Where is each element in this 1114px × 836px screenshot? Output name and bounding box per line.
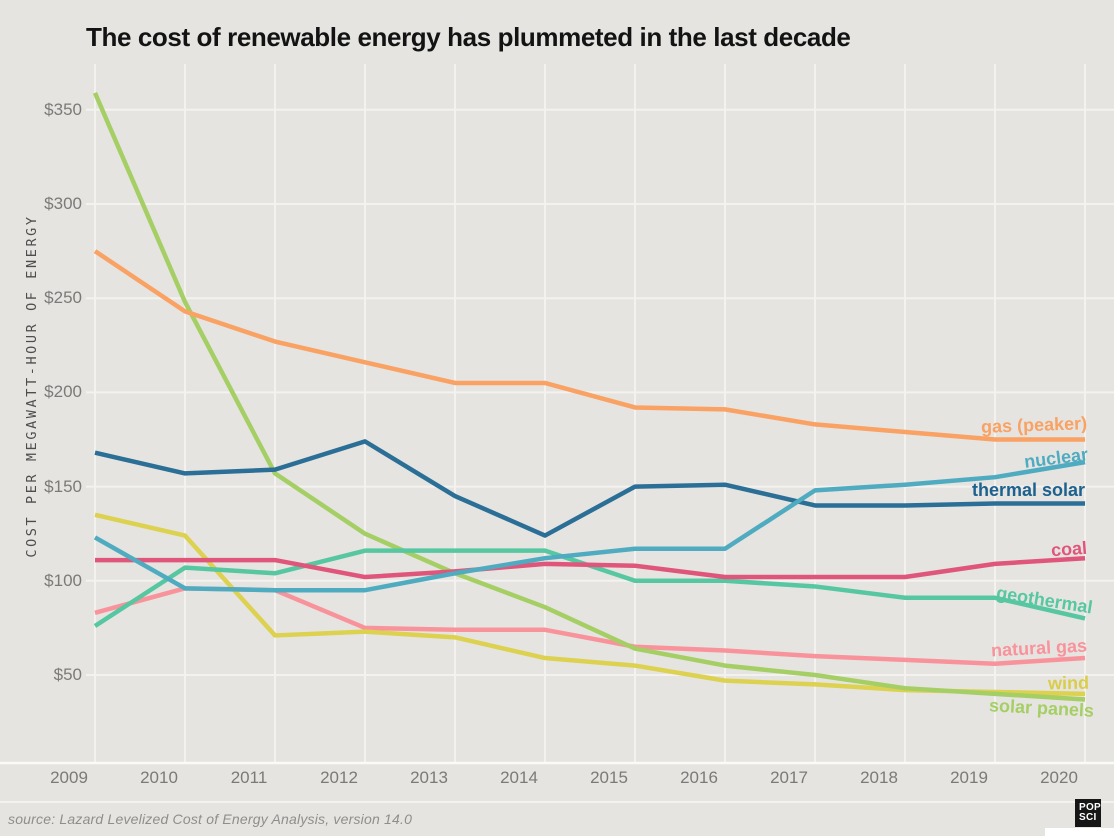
x-tick-label: 2016 [680, 768, 718, 787]
line-series-thermal-solar [94, 439, 1085, 538]
x-tick-label: 2017 [770, 768, 808, 787]
x-tick-label: 2019 [950, 768, 988, 787]
x-tick-label: 2014 [500, 768, 538, 787]
series-label-thermal-solar: thermal solar [971, 480, 1085, 500]
y-tick-label: $50 [53, 665, 82, 684]
footer-divider [0, 801, 1114, 803]
line-series-wind [94, 512, 1086, 697]
series-label-coal: coal [1050, 537, 1088, 561]
x-tick-label: 2009 [50, 768, 88, 787]
x-tick-label: 2010 [140, 768, 178, 787]
line-series-gas-peaker [93, 249, 1085, 442]
popsci-logo-line2: SCI [1079, 812, 1097, 823]
x-tick-label: 2013 [410, 768, 448, 787]
series-label-wind: wind [1047, 672, 1090, 694]
series-label-gas-peaker: gas (peaker) [980, 413, 1088, 437]
page-title: The cost of renewable energy has plummet… [86, 22, 851, 52]
x-tick-label: 2018 [860, 768, 898, 787]
popsci-logo-line1: POP [1079, 802, 1102, 813]
x-tick-label: 2015 [590, 768, 628, 787]
line-series-nuclear [93, 459, 1086, 593]
x-tick-label: 2020 [1040, 768, 1078, 787]
y-tick-label: $200 [44, 382, 82, 402]
y-tick-label: $100 [44, 570, 82, 590]
y-tick-label: $300 [44, 194, 82, 213]
logo-white-bar [1045, 828, 1114, 836]
y-tick-label: $250 [44, 288, 82, 308]
y-tick-label: $150 [44, 476, 82, 496]
y-tick-label: $350 [44, 99, 82, 119]
x-tick-label: 2011 [230, 768, 268, 787]
line-series-solar-panels [92, 91, 1086, 702]
line-series-coal [95, 555, 1086, 580]
popsci-logo: POP SCI [1075, 799, 1101, 827]
source-note: source: Lazard Levelized Cost of Energy … [8, 811, 413, 827]
x-tick-label: 2012 [320, 768, 358, 787]
